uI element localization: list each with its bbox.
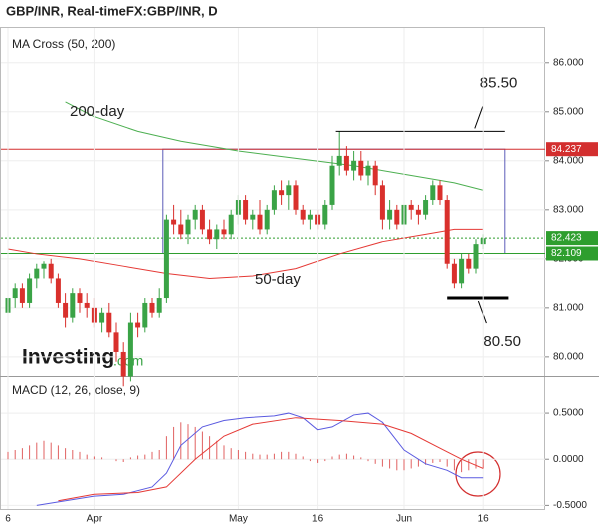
candle-body xyxy=(329,165,335,205)
candle-body xyxy=(163,219,169,299)
candle-body xyxy=(135,322,141,328)
moving-average xyxy=(65,101,484,191)
candle-body xyxy=(171,219,177,225)
candle-body xyxy=(106,312,112,333)
y-tick-label: 0.5000 xyxy=(553,408,584,419)
candle-body xyxy=(336,155,342,166)
candle-body xyxy=(55,278,61,303)
x-tick-label: Jun xyxy=(396,514,412,525)
candle-body xyxy=(221,229,227,235)
candle-body xyxy=(286,185,292,196)
candle-body xyxy=(473,244,479,269)
candle-body xyxy=(228,214,234,235)
macd-line xyxy=(58,417,484,502)
y-tick-label: 86.000 xyxy=(553,57,584,68)
annotation-label: 80.50 xyxy=(483,333,521,350)
annotation-pointer xyxy=(474,106,484,129)
x-tick-label: 16 xyxy=(312,514,324,525)
candle-body xyxy=(192,209,198,220)
x-tick-label: Apr xyxy=(87,514,103,525)
level-label: 82.423 xyxy=(551,233,582,244)
series-label: 200-day xyxy=(70,103,125,120)
candle-body xyxy=(70,293,76,318)
highlight-circle xyxy=(455,451,501,497)
candle-body xyxy=(279,190,285,196)
candle-body xyxy=(178,224,184,235)
candle-body xyxy=(99,312,105,323)
candle-body xyxy=(394,209,400,225)
candle-body xyxy=(12,288,18,299)
candle-body xyxy=(300,209,306,220)
candle-body xyxy=(293,185,299,210)
candle-body xyxy=(322,204,328,225)
candle-body xyxy=(250,214,256,220)
candle-body xyxy=(127,322,133,377)
candle-body xyxy=(437,185,443,201)
candle-body xyxy=(264,209,270,230)
subtitle: MA Cross (50, 200) xyxy=(12,37,115,51)
candle-body xyxy=(27,278,33,303)
level-label: 84.237 xyxy=(551,144,582,155)
y-tick-label: 80.000 xyxy=(553,352,584,363)
candle-body xyxy=(271,190,277,210)
frame xyxy=(0,27,545,510)
level-label-box xyxy=(546,142,598,157)
x-tick-label: May xyxy=(229,514,248,525)
candle-body xyxy=(156,298,162,313)
level-label: 82.109 xyxy=(551,248,582,259)
y-tick-label: 0.0000 xyxy=(553,454,584,465)
candle-body xyxy=(77,293,83,303)
y-tick-label: -0.5000 xyxy=(553,500,587,511)
candle-body xyxy=(142,302,148,328)
chart-title: GBP/INR, Real-timeFX:GBP/INR, D xyxy=(6,3,218,18)
candle-body xyxy=(415,209,421,215)
candle-body xyxy=(214,229,220,240)
candle-body xyxy=(365,165,371,176)
candle-body xyxy=(63,302,69,318)
candle-body xyxy=(243,200,249,220)
candle-body xyxy=(48,263,54,279)
annotation-label: 85.50 xyxy=(480,74,518,91)
candle-body xyxy=(199,209,205,230)
candle-body xyxy=(257,214,263,230)
candle-body xyxy=(351,160,357,171)
candle-body xyxy=(307,214,313,220)
candle-body xyxy=(466,258,472,269)
moving-average xyxy=(7,228,484,279)
candle-body xyxy=(444,200,450,264)
y-tick-label: 83.000 xyxy=(553,204,584,215)
candle-body xyxy=(379,185,385,220)
annotation-pointer xyxy=(477,300,487,324)
candle-body xyxy=(459,258,465,284)
candle-body xyxy=(207,229,213,240)
level-label-box xyxy=(546,231,598,246)
candle-body xyxy=(149,302,155,313)
candle-body xyxy=(408,204,414,210)
x-tick-label: 16 xyxy=(478,514,490,525)
y-tick-label: 85.000 xyxy=(553,106,584,117)
level-label-box xyxy=(546,246,598,261)
candle-body xyxy=(387,209,393,220)
candle-body xyxy=(358,160,364,176)
macd-title: MACD (12, 26, close, 9) xyxy=(12,383,140,397)
candle-body xyxy=(19,288,25,303)
candle-body xyxy=(41,263,47,269)
macd-line xyxy=(36,412,484,506)
x-tick-label: 6 xyxy=(5,514,11,525)
candle-body xyxy=(84,302,90,308)
candle-body xyxy=(430,185,436,201)
candle-body xyxy=(120,351,126,377)
candle-body xyxy=(372,165,378,186)
series-label: 50-day xyxy=(255,271,301,288)
candle-body xyxy=(113,332,119,352)
y-tick-label: 81.000 xyxy=(553,302,584,313)
candle-body xyxy=(451,263,457,284)
candle-body xyxy=(343,155,349,171)
candle-body xyxy=(34,268,40,279)
y-tick-label: 84.000 xyxy=(553,155,584,166)
candle-body xyxy=(423,200,429,215)
candle-body xyxy=(185,219,191,235)
